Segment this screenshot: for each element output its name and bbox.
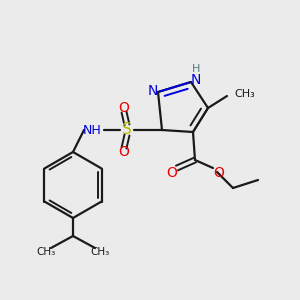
Text: N: N <box>191 73 201 87</box>
Text: H: H <box>192 64 200 74</box>
Text: N: N <box>148 84 158 98</box>
Text: O: O <box>118 101 129 115</box>
Text: O: O <box>214 166 224 180</box>
Text: O: O <box>167 166 177 180</box>
Text: CH₃: CH₃ <box>36 247 56 257</box>
Text: O: O <box>118 145 129 159</box>
Text: S: S <box>122 122 132 137</box>
Text: CH₃: CH₃ <box>234 89 255 99</box>
Text: NH: NH <box>82 124 101 136</box>
Text: CH₃: CH₃ <box>90 247 110 257</box>
